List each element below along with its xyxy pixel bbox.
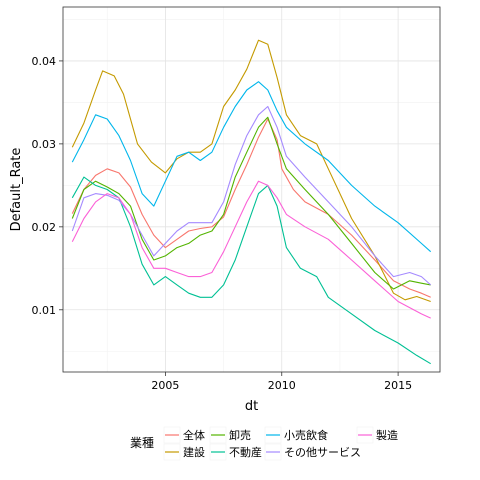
series-line-7 <box>71 180 431 319</box>
series-line-3 <box>71 116 431 290</box>
legend-label: 全体 <box>183 428 205 442</box>
series-line-5 <box>71 81 432 253</box>
x-axis-title: dt <box>245 399 258 414</box>
legend-label: 製造 <box>376 428 398 442</box>
axes: 2005 2010 2015 0.01 0.02 0.03 0.04 <box>32 55 413 392</box>
legend-title: 業種 <box>130 436 154 450</box>
legend-label: 建設 <box>183 445 205 459</box>
legend-label: 小売飲食 <box>284 428 328 442</box>
y-tick-label: 0.04 <box>32 55 57 68</box>
series-line-6 <box>71 105 432 286</box>
grid-lines <box>63 7 440 372</box>
series-line-4 <box>71 176 431 365</box>
legend-label: 不動産 <box>229 445 262 459</box>
y-axis-title: Default_Rate <box>9 148 24 232</box>
legend-label: 卸売 <box>229 428 251 442</box>
x-tick-label: 2010 <box>268 379 296 392</box>
y-tick-label: 0.03 <box>32 138 57 151</box>
x-tick-label: 2015 <box>384 379 412 392</box>
y-tick-label: 0.02 <box>32 221 57 234</box>
y-tick-label: 0.01 <box>32 304 57 317</box>
series-line-2 <box>71 39 431 303</box>
x-tick-label: 2005 <box>151 379 179 392</box>
series-lines <box>71 39 432 365</box>
series-line-1 <box>71 118 431 298</box>
plot-panel-border <box>62 6 441 373</box>
legend-label: その他サービス <box>284 446 361 459</box>
